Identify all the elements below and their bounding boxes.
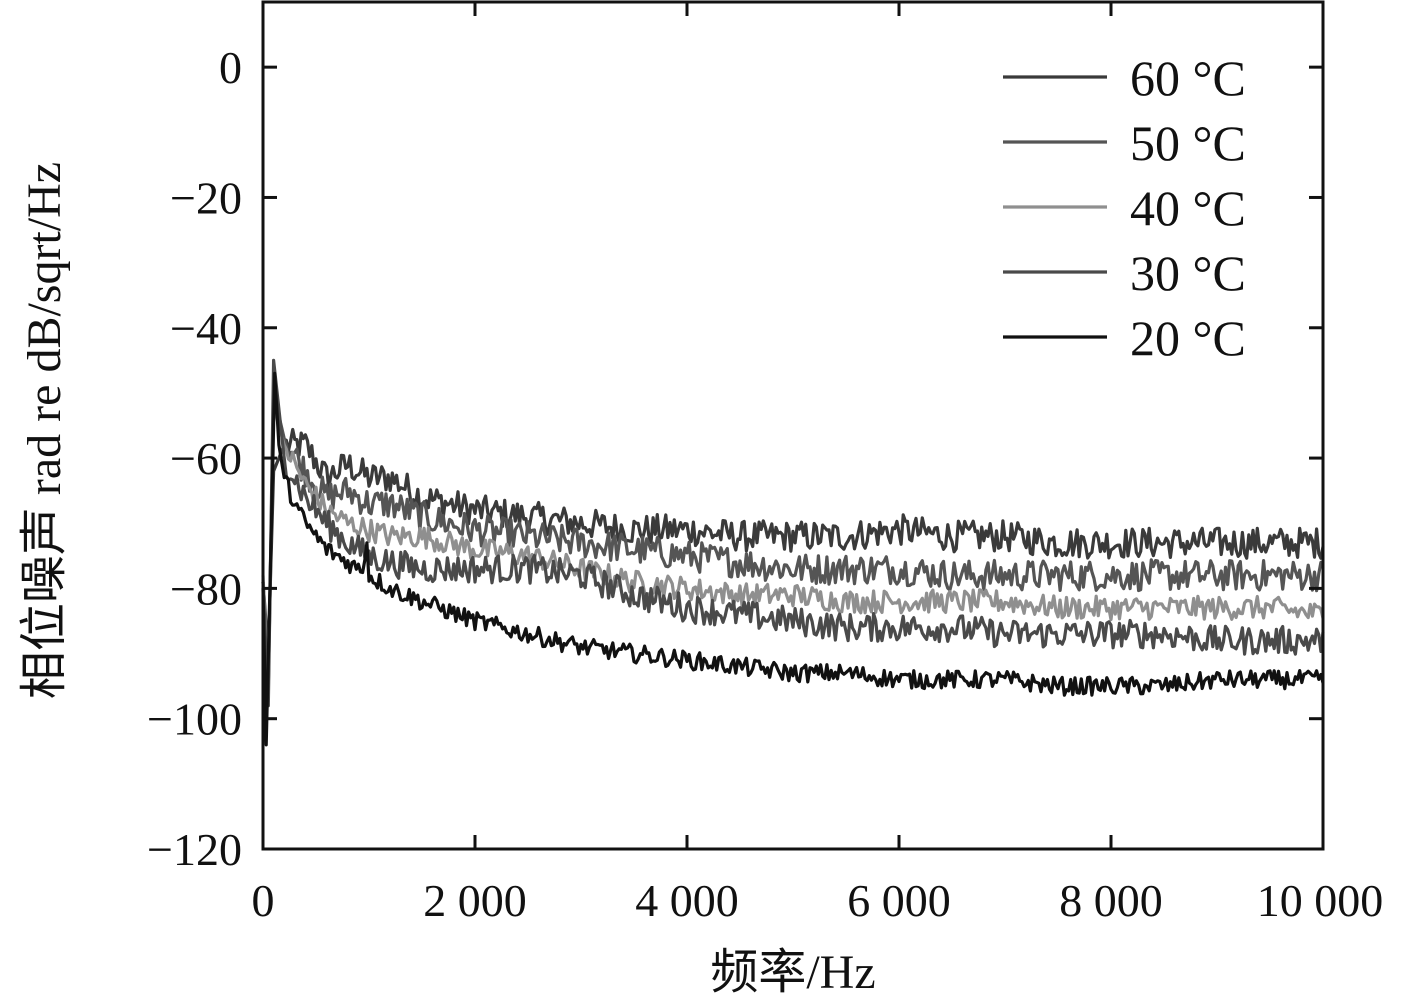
x-tick-label: 4 000 xyxy=(635,875,739,926)
legend: 60 °C 50 °C 40 °C 30 °C 20 °C xyxy=(1003,50,1246,366)
y-axis: 0 −20 −40 −60 −80 −100 −120 xyxy=(147,42,1323,875)
series-line-2 xyxy=(261,391,1325,688)
y-tick-label: −120 xyxy=(147,824,242,875)
x-tick-label: 2 000 xyxy=(423,875,527,926)
x-axis: 0 2 000 4 000 6 000 8 000 10 000 xyxy=(252,2,1384,926)
x-tick-label: 6 000 xyxy=(847,875,951,926)
x-tick-label: 0 xyxy=(252,875,275,926)
x-axis-label: 频率/Hz xyxy=(710,946,875,999)
y-axis-label: 相位噪声 rad re dB/sqrt/Hz xyxy=(18,162,71,699)
legend-label: 40 °C xyxy=(1130,180,1246,236)
legend-label: 30 °C xyxy=(1130,245,1246,301)
x-tick-label: 10 000 xyxy=(1257,875,1384,926)
y-tick-label: −100 xyxy=(147,694,242,745)
series-line-1 xyxy=(261,427,1325,656)
legend-label: 50 °C xyxy=(1130,115,1246,171)
legend-label: 20 °C xyxy=(1130,310,1246,366)
y-tick-label: −20 xyxy=(170,172,242,223)
x-tick-label: 8 000 xyxy=(1059,875,1163,926)
series-line-4 xyxy=(261,358,1325,708)
legend-label: 60 °C xyxy=(1130,50,1246,106)
y-tick-label: −40 xyxy=(170,303,242,354)
plot-frame xyxy=(261,0,1325,851)
series-layer xyxy=(261,358,1325,747)
series-line-5 xyxy=(261,371,1325,747)
y-tick-label: 0 xyxy=(219,42,242,93)
series-line-3 xyxy=(261,404,1325,688)
y-tick-label: −80 xyxy=(170,563,242,614)
y-tick-label: −60 xyxy=(170,433,242,484)
